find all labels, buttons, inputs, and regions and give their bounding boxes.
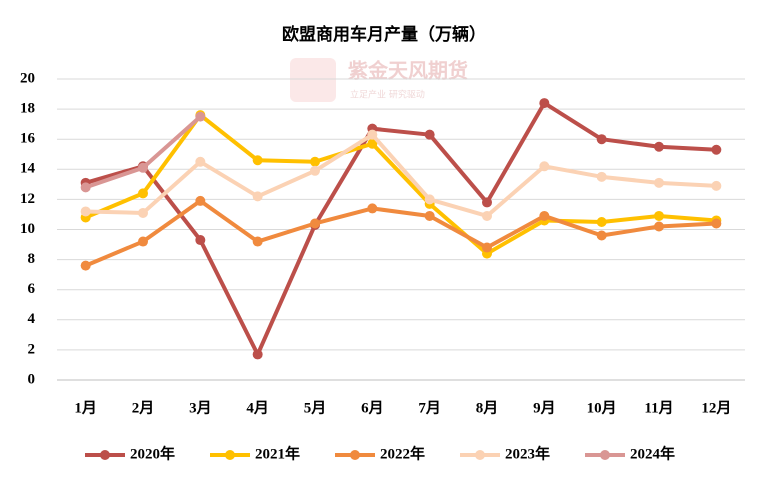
- data-point: [654, 177, 664, 188]
- x-tick-label: 3月: [189, 399, 212, 416]
- data-point: [424, 129, 435, 140]
- data-point: [252, 155, 263, 166]
- y-tick-label: 6: [28, 281, 36, 297]
- data-point: [654, 141, 664, 152]
- data-point: [711, 218, 722, 229]
- data-point: [80, 182, 91, 193]
- legend-marker: [225, 450, 235, 460]
- data-point: [310, 165, 320, 176]
- data-point: [195, 111, 206, 122]
- data-point: [138, 207, 148, 218]
- data-point: [424, 210, 435, 221]
- data-point: [195, 195, 206, 206]
- data-point: [596, 171, 607, 182]
- chart-title: 欧盟商用车月产量（万辆）: [282, 24, 486, 44]
- y-tick-label: 4: [28, 311, 36, 327]
- data-point: [367, 138, 378, 149]
- data-point: [138, 188, 148, 199]
- data-point: [80, 260, 91, 271]
- data-point: [482, 210, 492, 221]
- x-tick-label: 9月: [533, 399, 556, 416]
- data-point: [539, 161, 550, 172]
- data-point: [252, 349, 263, 360]
- x-tick-label: 2月: [132, 399, 155, 416]
- x-tick-label: 7月: [418, 399, 441, 416]
- data-point: [596, 230, 607, 241]
- x-tick-label: 5月: [304, 399, 327, 416]
- x-tick-label: 6月: [361, 399, 384, 416]
- data-point: [80, 206, 91, 217]
- legend-label: 2023年: [505, 444, 550, 462]
- data-point: [596, 216, 607, 227]
- data-point: [539, 210, 550, 221]
- legend-label: 2024年: [630, 444, 675, 462]
- y-tick-label: 20: [20, 70, 35, 86]
- legend-marker: [100, 450, 110, 460]
- watermark-subtitle: 立足产业 研究驱动: [350, 89, 425, 101]
- data-point: [310, 156, 320, 167]
- y-tick-label: 18: [20, 101, 35, 117]
- series-line: [84, 198, 717, 268]
- data-point: [138, 162, 148, 173]
- data-point: [138, 236, 148, 247]
- data-point: [310, 218, 320, 229]
- data-point: [252, 236, 263, 247]
- x-tick-label: 1月: [74, 399, 97, 416]
- x-tick-label: 8月: [476, 399, 499, 416]
- series-line: [84, 113, 717, 256]
- data-point: [482, 197, 492, 208]
- data-point: [539, 98, 550, 109]
- y-tick-label: 10: [20, 221, 35, 237]
- data-point: [654, 210, 664, 221]
- data-point: [711, 180, 722, 191]
- x-tick-label: 11月: [644, 399, 673, 416]
- data-point: [654, 221, 664, 232]
- legend-label: 2020年: [130, 444, 175, 462]
- legend-marker: [350, 450, 360, 460]
- legend-label: 2022年: [380, 444, 425, 462]
- series-line: [85, 132, 717, 218]
- data-point: [596, 134, 607, 145]
- series-line: [85, 101, 717, 357]
- watermark-logo: [290, 58, 336, 102]
- legend-label: 2021年: [255, 444, 300, 462]
- y-tick-label: 8: [28, 251, 36, 267]
- data-point: [424, 194, 435, 205]
- x-tick-label: 12月: [701, 399, 731, 416]
- x-tick-label: 4月: [246, 399, 269, 416]
- y-tick-label: 16: [20, 131, 36, 147]
- data-point: [195, 235, 206, 246]
- y-tick-label: 14: [20, 161, 36, 177]
- data-point: [711, 144, 722, 155]
- data-point: [367, 203, 378, 214]
- legend-marker: [600, 450, 610, 460]
- y-tick-label: 0: [28, 371, 36, 387]
- y-tick-label: 12: [20, 191, 35, 207]
- data-point: [252, 191, 263, 202]
- legend-marker: [475, 450, 485, 460]
- data-point: [195, 156, 206, 167]
- x-tick-label: 10月: [587, 399, 617, 416]
- data-point: [367, 129, 378, 140]
- y-tick-label: 2: [28, 341, 36, 357]
- data-point: [482, 242, 492, 253]
